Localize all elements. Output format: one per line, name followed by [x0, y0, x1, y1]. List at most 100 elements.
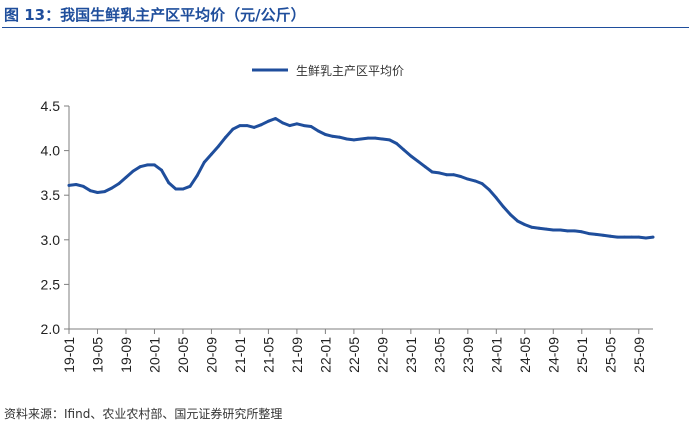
- x-tick-label: 25-01: [574, 337, 590, 373]
- source-note: 资料来源：Ifind、农业农村部、国元证券研究所整理: [4, 407, 283, 421]
- data-point: [473, 179, 477, 183]
- data-point: [551, 228, 555, 232]
- data-point: [594, 233, 598, 236]
- x-tick-label: 23-05: [431, 337, 447, 373]
- x-tick-label: 19-05: [89, 337, 105, 373]
- data-point: [601, 233, 605, 237]
- data-point: [423, 165, 427, 169]
- data-point: [630, 235, 633, 239]
- x-tick-label: 22-01: [317, 337, 333, 373]
- series-line: [67, 117, 655, 240]
- data-point: [252, 126, 256, 129]
- x-tick-label: 21-09: [289, 337, 305, 373]
- data-point: [288, 124, 292, 127]
- data-point: [281, 121, 285, 125]
- data-point: [138, 165, 142, 169]
- data-point: [231, 127, 235, 131]
- x-tick-label: 21-01: [232, 337, 248, 373]
- data-point: [302, 124, 306, 127]
- data-point: [110, 186, 114, 190]
- data-point: [616, 235, 619, 239]
- x-tick-label: 22-05: [346, 337, 362, 373]
- x-tick-label: 23-01: [403, 337, 419, 373]
- x-tick-label: 19-09: [118, 337, 134, 373]
- x-tick-label: 24-05: [517, 337, 533, 373]
- data-point: [637, 235, 641, 239]
- data-point: [309, 125, 313, 128]
- data-point: [117, 182, 121, 186]
- chart-axes: 2.0 2.5 3.0 3.5 4.0 4.5 19-01 19-05 19-09 20-01 20…: [41, 98, 653, 373]
- data-point: [430, 170, 434, 174]
- data-point: [409, 154, 413, 158]
- data-point: [480, 182, 484, 186]
- data-point: [373, 136, 377, 140]
- data-point: [345, 137, 349, 141]
- y-tick-label: 3.0: [41, 232, 61, 248]
- data-point: [89, 189, 92, 193]
- data-point: [210, 152, 213, 156]
- x-tick-label: 23-09: [460, 337, 476, 373]
- data-point: [395, 142, 398, 145]
- data-point: [366, 136, 370, 140]
- data-point: [437, 171, 441, 175]
- figure-title: 图 13：我国生鲜乳主产区平均价（元/公斤）: [4, 6, 306, 24]
- x-tick-label: 19-01: [61, 337, 77, 373]
- data-point: [238, 124, 242, 127]
- data-point: [573, 229, 577, 233]
- data-point: [537, 226, 541, 230]
- data-point: [96, 191, 99, 194]
- data-point: [338, 135, 341, 139]
- data-point: [530, 225, 534, 229]
- y-tick-label: 2.0: [41, 321, 61, 337]
- data-point: [174, 187, 178, 191]
- data-point: [494, 196, 498, 200]
- data-point: [587, 232, 591, 236]
- data-point: [188, 184, 192, 188]
- data-point: [131, 169, 135, 173]
- title-divider: [2, 27, 689, 28]
- data-point: [145, 163, 149, 167]
- data-point: [487, 188, 491, 192]
- data-point: [81, 184, 85, 188]
- x-tick-label: 22-09: [374, 337, 390, 373]
- data-point: [452, 173, 455, 177]
- data-point: [381, 137, 384, 141]
- data-point: [67, 184, 71, 187]
- x-tick-label: 20-09: [203, 337, 219, 373]
- x-tick-label: 24-01: [488, 337, 504, 373]
- data-point: [267, 119, 270, 123]
- data-point: [295, 122, 299, 126]
- data-point: [224, 135, 228, 139]
- data-point: [245, 124, 249, 127]
- data-point: [167, 181, 171, 185]
- data-point: [331, 134, 334, 138]
- data-point: [608, 234, 612, 238]
- y-tick-label: 4.0: [41, 143, 61, 159]
- data-point: [544, 227, 548, 231]
- x-tick-label: 20-05: [175, 337, 191, 373]
- data-point: [202, 160, 206, 164]
- data-point: [416, 159, 420, 163]
- x-tick-label: 25-09: [631, 337, 647, 373]
- data-point: [103, 190, 106, 194]
- data-point: [523, 223, 527, 227]
- data-point: [316, 129, 320, 133]
- data-point: [509, 213, 512, 217]
- data-point: [623, 235, 626, 239]
- data-point: [580, 230, 584, 234]
- y-tick-label: 3.5: [41, 187, 61, 203]
- data-point: [402, 148, 406, 152]
- data-point: [160, 168, 164, 172]
- x-tick-label: 20-01: [146, 337, 162, 373]
- y-tick-label: 4.5: [41, 98, 61, 114]
- data-point: [181, 187, 185, 191]
- data-point: [153, 163, 156, 167]
- data-point: [651, 235, 655, 239]
- data-point: [559, 228, 562, 232]
- plot-area: [67, 117, 655, 240]
- data-point: [124, 176, 128, 179]
- data-point: [74, 183, 78, 186]
- data-point: [459, 175, 463, 178]
- data-point: [217, 144, 221, 148]
